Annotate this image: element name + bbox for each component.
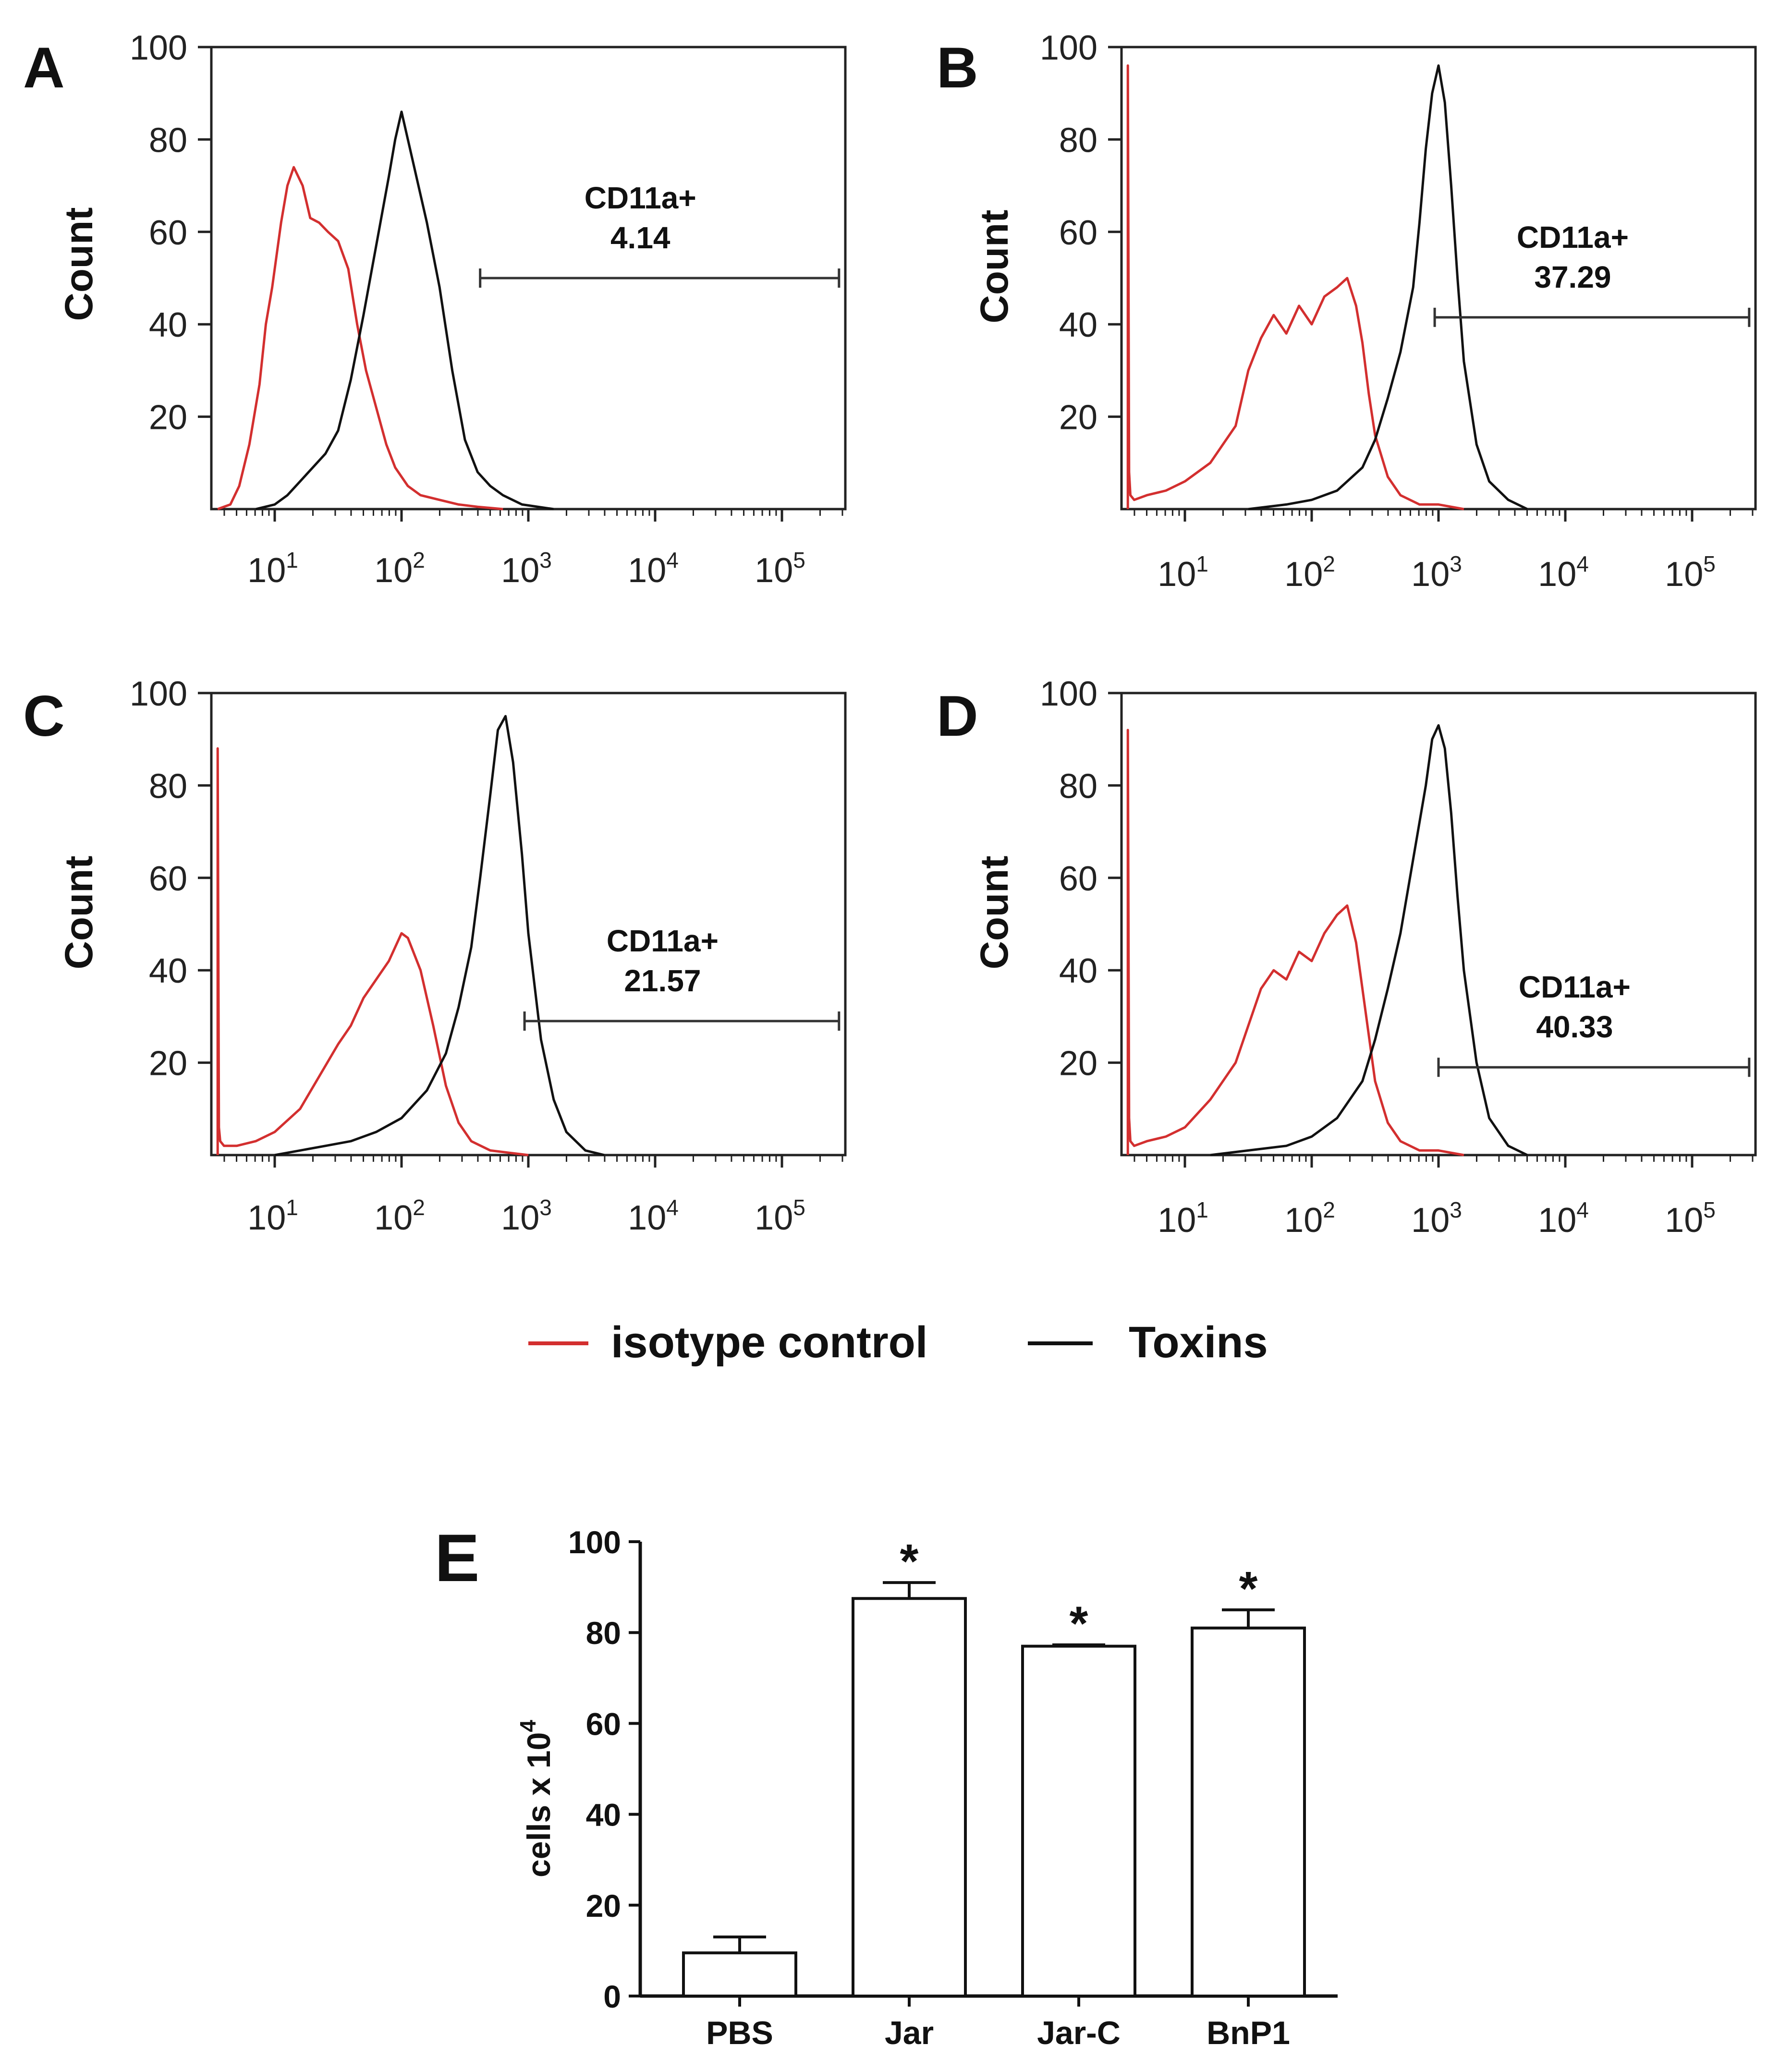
x-tick-label: 101 [1158,551,1208,594]
panel-letter-e: E [435,1520,479,1595]
gate-label: CD11a+ [585,181,696,215]
y-tick-label: 20 [586,1888,621,1924]
plot-marks: 20 40 60 80 100 101 102 103 104 105 CD11a+ 40.33 [1040,675,1754,1240]
x-tick-label: 102 [1284,551,1335,594]
x-tick-label: 105 [1665,551,1716,594]
x-tick-label: 101 [1158,1197,1208,1240]
bar-jar-c [1021,1644,1136,1998]
histogram-toxins [1210,724,1528,1157]
histogram-isotype-control [1126,64,1464,511]
y-tick-label: 100 [130,29,187,67]
significance-marker: * [900,1534,919,1588]
legend: isotype control Toxins [528,1318,1268,1367]
y-tick-label: 100 [1040,29,1097,67]
x-tick-label: 101 [247,548,298,590]
histogram-toxins [274,715,605,1157]
x-tick-label: 102 [374,1195,425,1237]
y-tick-label: 20 [149,399,187,437]
y-tick-label: 100 [568,1524,621,1560]
panel-b: B Count 20 40 60 80 100 101 102 103 104 105 CD11a+… [937,29,1757,594]
x-tick-label: Jar [885,2015,934,2051]
x-tick-label: 104 [1538,1197,1589,1240]
histogram-isotype-control [217,166,503,511]
histogram-toxins [255,110,554,511]
gate-value: 21.57 [624,963,701,998]
y-tick-label: 20 [149,1045,187,1083]
y-tick-label: 60 [149,860,187,898]
y-tick-label: 40 [149,952,187,990]
gate-label: CD11a+ [607,924,719,958]
y-tick-label: 80 [1059,121,1097,159]
x-tick-label: PBS [706,2015,773,2051]
panel-letter-a: A [23,36,65,100]
x-tick-label: 103 [501,1195,552,1237]
x-tick-label: 105 [1665,1197,1716,1240]
panel-d: D Count 20 40 60 80 100 101 102 103 104 105 CD11a+… [937,675,1757,1240]
x-tick-label: 101 [247,1195,298,1237]
gate-value: 37.29 [1534,260,1611,294]
x-tick-label: Jar-C [1037,2015,1121,2051]
y-tick-label: 80 [149,767,187,805]
x-tick-label: 103 [501,548,552,590]
bar-jar [852,1597,967,1997]
y-tick-label: 60 [1059,860,1097,898]
x-tick-label: 102 [374,548,425,590]
gate-label: CD11a+ [1519,970,1631,1004]
plot-marks: 0 20 40 60 80 100 PBS Jar * Jar-C * BnP1 * [568,1524,1306,2051]
panel-letter-c: C [23,684,65,748]
panel-a: A Count 20 40 60 80 100 101 102 103 104 105 CD11a+… [23,29,847,590]
x-tick-label: 104 [1538,551,1589,594]
y-tick-label: 80 [1059,767,1097,805]
y-tick-label: 60 [586,1706,621,1741]
legend-label-isotype: isotype control [611,1318,927,1367]
x-tick-label: 105 [755,548,805,590]
histogram-isotype-control [216,747,529,1157]
histogram-isotype-control [1126,729,1464,1157]
y-axis-label: Count [973,856,1016,970]
x-tick-label: 104 [628,548,679,590]
panel-letter-d: D [937,684,978,748]
plot-marks: 20 40 60 80 100 101 102 103 104 105 CD11a+ 21.57 [130,675,843,1237]
significance-marker: * [1239,1562,1258,1616]
y-axis-label: Count [57,207,101,321]
y-tick-label: 60 [1059,214,1097,252]
y-tick-label: 0 [603,1979,621,2014]
y-tick-label: 40 [149,306,187,344]
x-tick-label: 103 [1411,1197,1462,1240]
gate-value: 4.14 [610,220,670,255]
panel-c: C Count 20 40 60 80 100 101 102 103 104 105 CD11a+… [23,675,847,1237]
x-tick-label: 102 [1284,1197,1335,1240]
plot-marks: 20 40 60 80 100 101 102 103 104 105 CD11a+ 4.14 [130,29,843,590]
x-tick-label: 103 [1411,551,1462,594]
x-tick-label: BnP1 [1207,2015,1290,2051]
y-tick-label: 100 [130,675,187,713]
panel-letter-b: B [937,36,978,100]
x-tick-label: 104 [628,1195,679,1237]
plot-frame [1120,46,1757,511]
y-tick-label: 40 [1059,952,1097,990]
y-axis-label: Count [57,856,101,970]
y-tick-label: 20 [1059,399,1097,437]
x-tick-label: 105 [755,1195,805,1237]
y-tick-label: 80 [149,121,187,159]
y-tick-label: 20 [1059,1045,1097,1083]
plot-frame [1120,692,1757,1157]
y-tick-label: 100 [1040,675,1097,713]
gate-label: CD11a+ [1517,220,1629,255]
y-tick-label: 40 [586,1797,621,1833]
y-tick-label: 60 [149,214,187,252]
y-axis-label: cells x 104 [515,1720,557,1877]
bar-bnp1 [1191,1626,1306,1997]
plot-marks: 20 40 60 80 100 101 102 103 104 105 CD11a+ 37.29 [1040,29,1754,594]
y-axis-label: Count [973,210,1016,324]
y-tick-label: 40 [1059,306,1097,344]
panel-e: E cells x 104 0 20 40 60 80 100 PBS Jar * Jar-C * B… [435,1520,1338,2051]
significance-marker: * [1070,1597,1088,1651]
legend-label-toxins: Toxins [1129,1318,1268,1367]
gate-value: 40.33 [1536,1010,1613,1044]
y-tick-label: 80 [586,1615,621,1651]
bar-pbs [682,1951,797,1997]
histogram-toxins [1248,64,1528,511]
